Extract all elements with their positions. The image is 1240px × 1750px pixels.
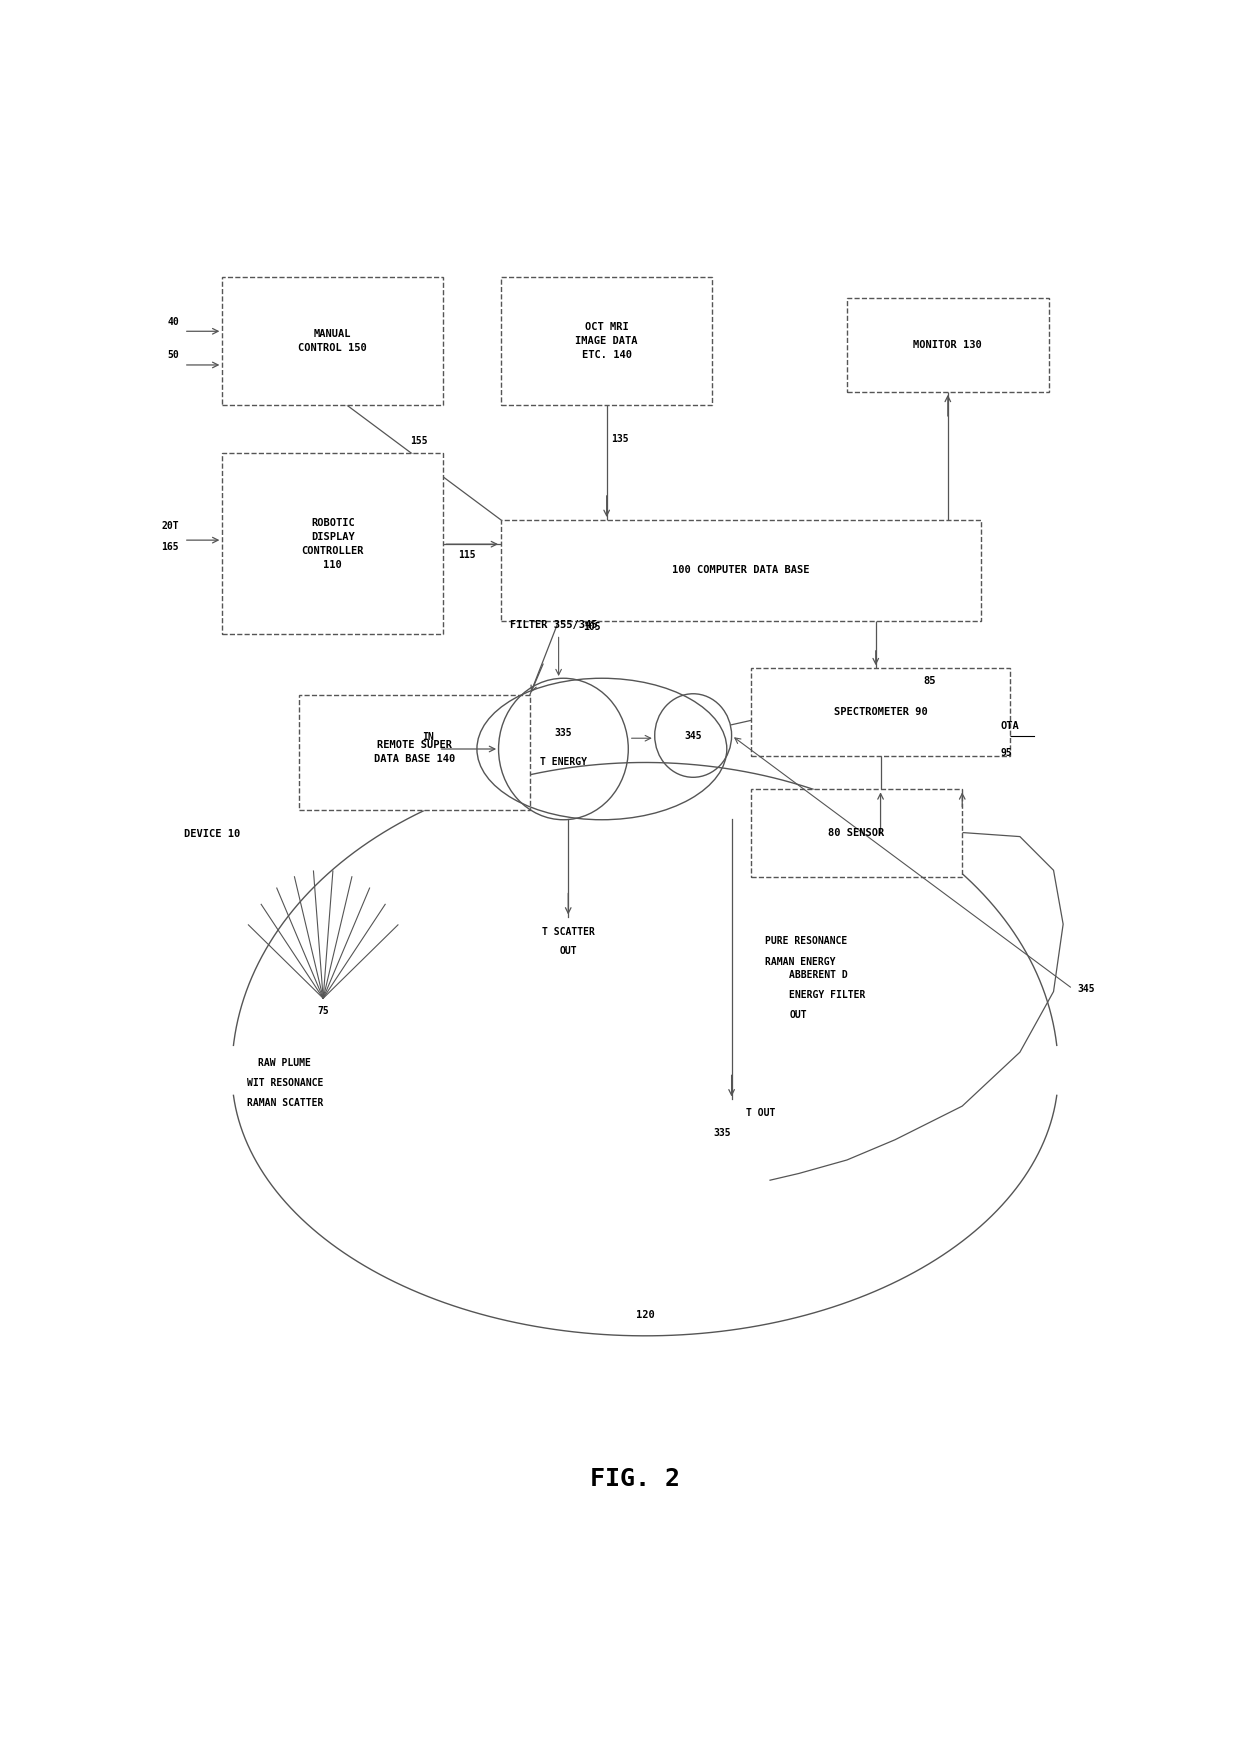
Text: OTA: OTA (1001, 721, 1019, 732)
Text: ROBOTIC
DISPLAY
CONTROLLER
110: ROBOTIC DISPLAY CONTROLLER 110 (301, 518, 365, 569)
Text: 50: 50 (167, 350, 179, 360)
Text: 20T: 20T (161, 522, 179, 532)
Text: 165: 165 (161, 541, 179, 551)
FancyBboxPatch shape (751, 789, 962, 877)
Text: 105: 105 (583, 623, 600, 632)
Text: 100 COMPUTER DATA BASE: 100 COMPUTER DATA BASE (672, 565, 810, 576)
Text: 155: 155 (409, 436, 428, 446)
FancyBboxPatch shape (222, 453, 444, 635)
Text: T ENERGY: T ENERGY (539, 758, 587, 768)
FancyBboxPatch shape (222, 276, 444, 406)
Text: FIG. 2: FIG. 2 (590, 1466, 681, 1491)
Text: 95: 95 (1001, 747, 1012, 758)
FancyBboxPatch shape (299, 695, 529, 810)
Text: MONITOR 130: MONITOR 130 (914, 340, 982, 350)
Text: PURE RESONANCE: PURE RESONANCE (765, 936, 847, 947)
Text: 75: 75 (317, 1006, 329, 1017)
Text: 135: 135 (611, 434, 629, 444)
Text: REMOTE SUPER
DATA BASE 140: REMOTE SUPER DATA BASE 140 (373, 740, 455, 765)
Text: WIT RESONANCE: WIT RESONANCE (247, 1078, 322, 1088)
Text: 345: 345 (684, 730, 702, 740)
FancyBboxPatch shape (501, 276, 712, 406)
Text: DEVICE 10: DEVICE 10 (184, 828, 241, 838)
Text: FILTER 355/345: FILTER 355/345 (510, 620, 598, 630)
Text: 80 SENSOR: 80 SENSOR (828, 828, 884, 838)
Text: ENERGY FILTER: ENERGY FILTER (789, 990, 866, 1001)
Text: 40: 40 (167, 317, 179, 327)
Text: T OUT: T OUT (746, 1108, 775, 1118)
Text: 85: 85 (924, 676, 936, 686)
Text: RAW PLUME: RAW PLUME (258, 1057, 311, 1068)
Text: RAMAN SCATTER: RAMAN SCATTER (247, 1097, 322, 1108)
Text: OUT: OUT (789, 1010, 807, 1020)
FancyBboxPatch shape (751, 668, 1011, 756)
Text: T SCATTER: T SCATTER (542, 928, 595, 936)
Text: 345: 345 (1078, 984, 1095, 994)
Text: MANUAL
CONTROL 150: MANUAL CONTROL 150 (299, 329, 367, 354)
Text: SPECTROMETER 90: SPECTROMETER 90 (833, 707, 928, 717)
Text: OUT: OUT (559, 945, 577, 956)
FancyBboxPatch shape (501, 520, 982, 621)
Text: IN: IN (422, 732, 434, 742)
Text: OCT MRI
IMAGE DATA
ETC. 140: OCT MRI IMAGE DATA ETC. 140 (575, 322, 637, 360)
Text: 120: 120 (636, 1309, 655, 1320)
Text: 335: 335 (713, 1127, 730, 1138)
Text: ABBERENT D: ABBERENT D (789, 970, 848, 980)
Text: RAMAN ENERGY: RAMAN ENERGY (765, 957, 836, 966)
FancyBboxPatch shape (847, 298, 1049, 392)
Text: 115: 115 (458, 550, 475, 560)
Text: 335: 335 (554, 728, 572, 738)
